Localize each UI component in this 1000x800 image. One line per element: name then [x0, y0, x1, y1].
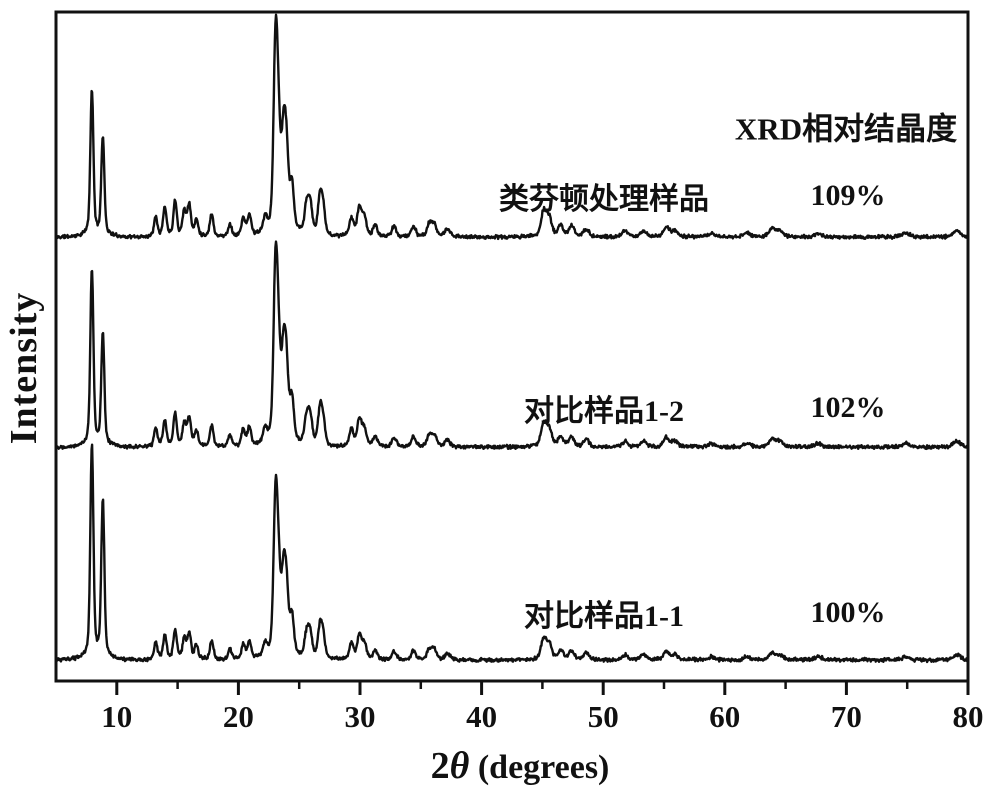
x-axis-title: 2θ (degrees): [431, 744, 610, 788]
series-label-1: 对比样品1-2: [524, 395, 684, 428]
xrd-trace-2: [57, 443, 967, 664]
x-axis-title-unit: (degrees): [469, 749, 610, 786]
series-value-0: 109%: [810, 179, 886, 212]
theta-symbol: θ: [449, 745, 470, 787]
x-axis-title-number: 2: [430, 745, 450, 787]
series-label-2: 对比样品1-1: [524, 600, 684, 633]
xrd-trace-0: [57, 13, 967, 241]
xrd-trace-1: [57, 240, 967, 450]
series-label-0: 类芬顿处理样品: [499, 183, 709, 216]
y-axis-title: Intensity: [3, 291, 45, 445]
series-value-2: 100%: [810, 596, 886, 629]
legend-title: XRD相对结晶度: [734, 111, 958, 147]
series-value-1: 102%: [810, 391, 886, 424]
plot-border: [54, 10, 970, 683]
